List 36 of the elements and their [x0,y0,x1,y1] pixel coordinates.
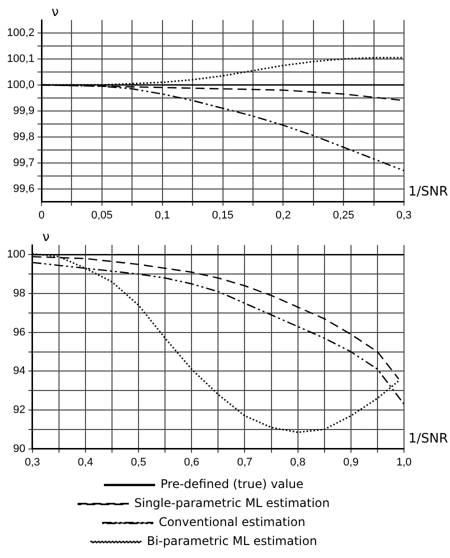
y-tick-label: 96 [13,326,26,338]
x-axis-title: 1/SNR [408,184,448,200]
x-tick-label: 0,1 [154,209,170,222]
x-tick-label: 0,5 [130,456,146,468]
legend-label: Bi-parametric ML estimation [146,534,318,548]
y-tick-label: 99,9 [13,104,35,117]
y-tick-label: 90 [13,442,26,455]
y-axis-title: ν [52,4,59,20]
y-tick-label: 100,2 [6,27,35,40]
x-tick-label: 0 [38,209,45,222]
y-tick-label: 98 [13,288,26,300]
x-tick-label: 0,25 [332,209,354,222]
legend-label: Single-parametric ML estimation [134,496,330,510]
x-tick-label: 0,3 [24,456,40,468]
y-axis-title: ν [42,230,50,245]
y-tick-label: 100,0 [6,78,35,91]
x-tick-label: 0,7 [237,456,252,468]
x-tick-label: 1,0 [396,456,412,468]
y-tick-label: 100,1 [6,52,35,65]
x-tick-label: 0,2 [276,209,291,222]
y-tick-label: 100 [6,248,26,261]
x-tick-label: 0,6 [184,456,200,468]
x-tick-label: 0,4 [78,456,94,468]
y-tick-label: 92 [13,404,26,416]
x-tick-label: 0,05 [91,209,113,222]
x-tick-label: 0,15 [212,209,234,222]
y-tick-label: 99,8 [13,130,35,143]
y-tick-label: 99,7 [13,156,35,169]
x-tick-label: 0,8 [290,456,306,468]
x-tick-label: 0,9 [343,456,359,468]
x-tick-label: 0,3 [396,209,412,222]
y-tick-label: 94 [13,365,26,378]
legend-label: Pre-defined (true) value [160,477,304,492]
y-tick-label: 99,6 [13,182,35,195]
x-axis-title: 1/SNR [408,432,448,447]
legend-label: Conventional estimation [158,515,306,530]
